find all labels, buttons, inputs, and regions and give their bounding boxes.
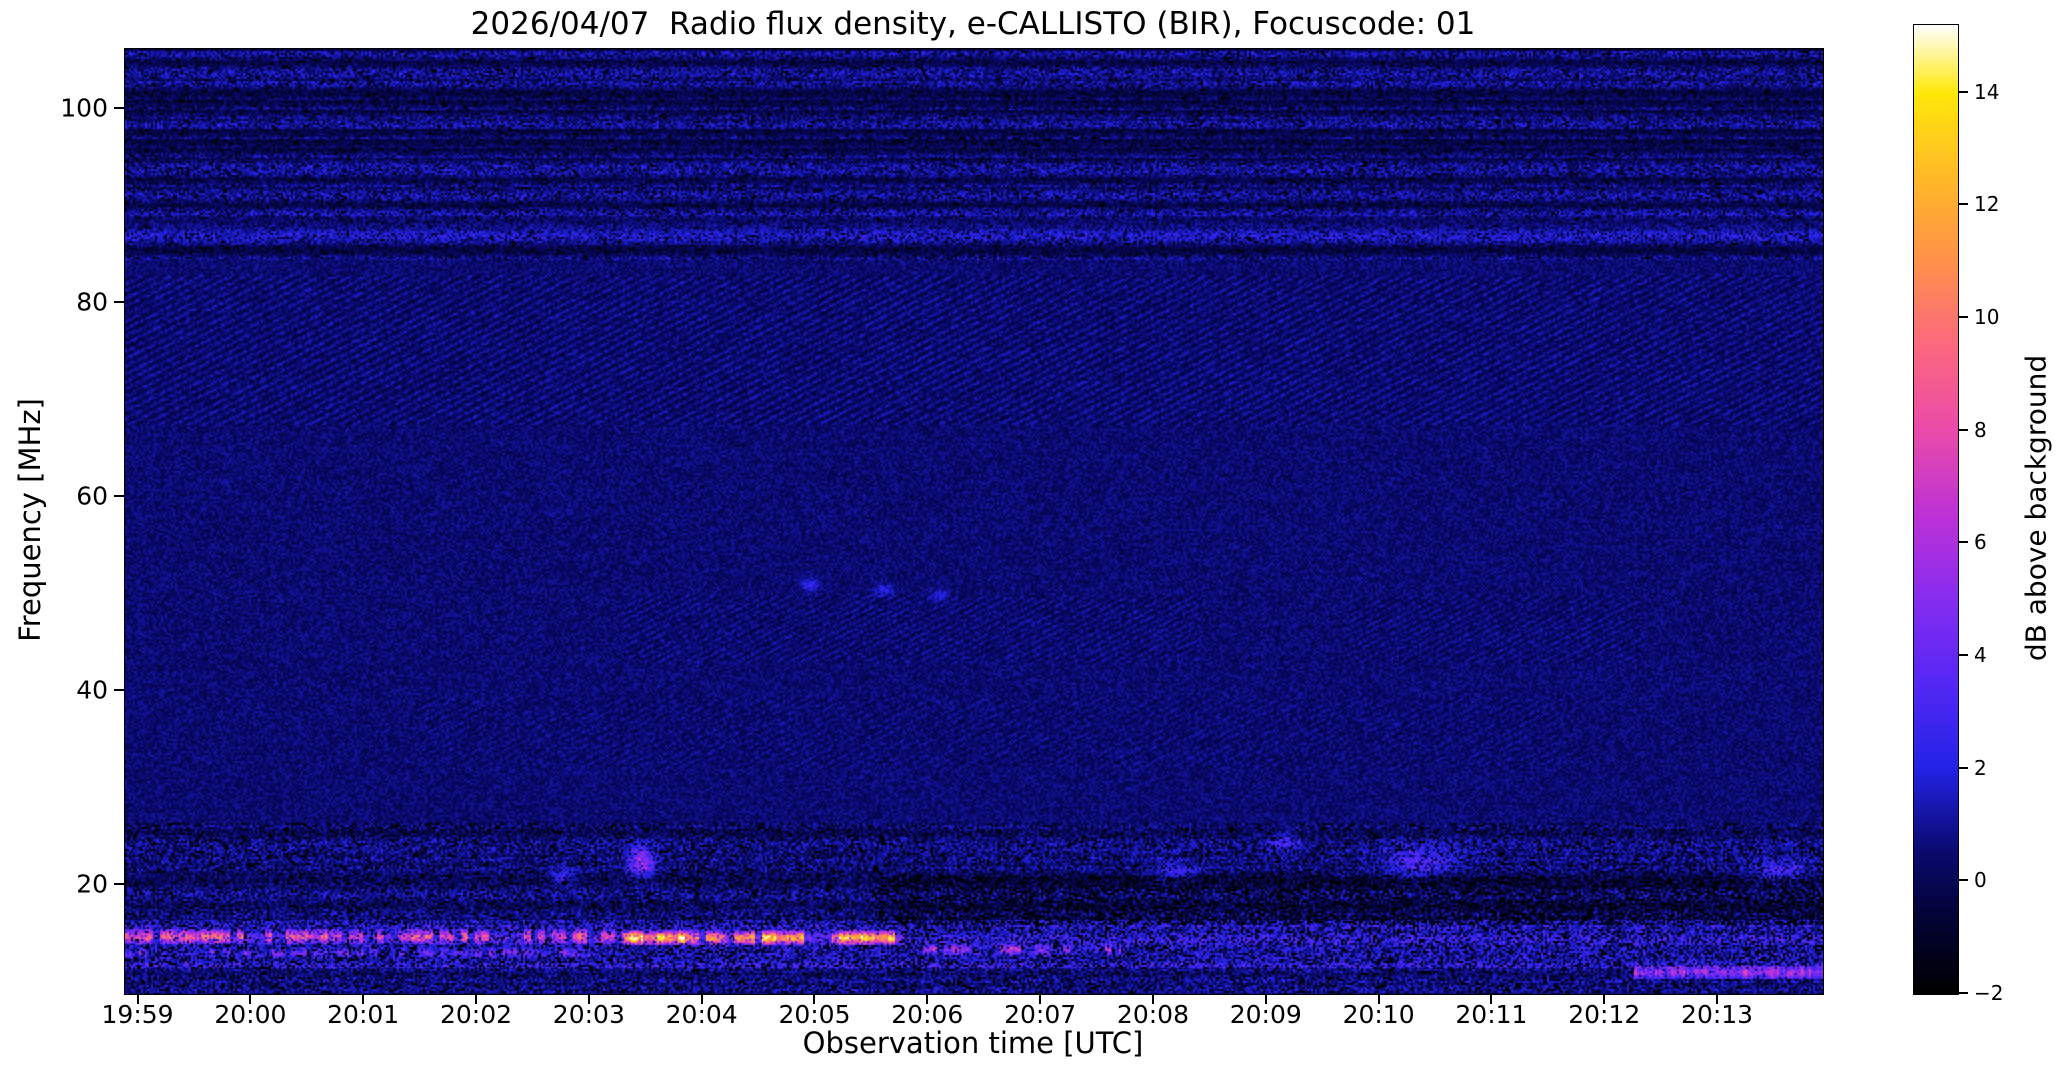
spectrogram-heatmap xyxy=(125,49,1823,994)
y-tick-label: 20 xyxy=(76,869,108,899)
x-tick-mark xyxy=(926,994,929,1004)
x-tick-label: 20:02 xyxy=(439,1000,513,1029)
colorbar-tick-label: 10 xyxy=(1974,304,2000,329)
y-tick-label: 80 xyxy=(76,287,108,317)
y-tick-mark xyxy=(114,495,124,498)
x-tick-mark xyxy=(249,994,252,1004)
x-axis-label: Observation time [UTC] xyxy=(802,1026,1144,1060)
y-tick-label: 60 xyxy=(76,481,108,511)
colorbar-tick-mark xyxy=(1959,766,1968,769)
x-tick-label: 20:08 xyxy=(1116,1000,1189,1029)
y-tick-label: 40 xyxy=(76,675,108,705)
colorbar-tick-label: 4 xyxy=(1974,642,1987,667)
x-tick-label: 20:12 xyxy=(1568,1000,1641,1029)
colorbar-tick-label: 0 xyxy=(1974,868,1987,893)
x-tick-label: 20:05 xyxy=(778,1000,851,1029)
x-tick-mark xyxy=(1151,994,1154,1004)
y-tick-mark xyxy=(114,301,124,304)
x-tick-label: 20:13 xyxy=(1681,1000,1754,1029)
x-tick-label: 20:01 xyxy=(327,1000,400,1029)
y-tick-mark xyxy=(114,689,124,692)
x-tick-label: 20:11 xyxy=(1455,1000,1528,1029)
chart-title: 2026/04/07 Radio flux density, e-CALLIST… xyxy=(470,6,1476,42)
x-tick-label: 20:06 xyxy=(891,1000,964,1029)
colorbar-label: dB above background xyxy=(2019,354,2053,662)
x-tick-label: 20:04 xyxy=(665,1000,738,1029)
colorbar-tick-label: 2 xyxy=(1974,755,1987,780)
colorbar-tick-label: 14 xyxy=(1974,79,2000,104)
y-tick-label: 100 xyxy=(60,93,108,123)
x-tick-mark xyxy=(1490,994,1493,1004)
x-tick-label: 20:09 xyxy=(1229,1000,1302,1029)
y-axis-label: Frequency [MHz] xyxy=(13,398,47,642)
colorbar-tick-label: 12 xyxy=(1974,192,2000,217)
x-tick-mark xyxy=(1716,994,1719,1004)
y-tick-mark xyxy=(114,883,124,886)
x-tick-mark xyxy=(587,994,590,1004)
x-tick-mark xyxy=(362,994,365,1004)
x-tick-mark xyxy=(1264,994,1267,1004)
colorbar-tick-label: 8 xyxy=(1974,417,1987,442)
x-tick-label: 20:10 xyxy=(1342,1000,1415,1029)
x-tick-mark xyxy=(1603,994,1606,1004)
colorbar-tick-mark xyxy=(1959,428,1968,431)
x-tick-mark xyxy=(813,994,816,1004)
colorbar-tick-mark xyxy=(1959,992,1968,994)
colorbar-tick-mark xyxy=(1959,315,1968,318)
x-tick-mark xyxy=(136,994,139,1004)
x-tick-label: 20:03 xyxy=(552,1000,625,1029)
colorbar-tick-mark xyxy=(1959,653,1968,656)
plot-area xyxy=(124,48,1824,995)
colorbar-tick-mark xyxy=(1959,203,1968,206)
colorbar-gradient xyxy=(1914,25,1958,994)
y-tick-mark xyxy=(114,107,124,110)
x-tick-mark xyxy=(475,994,477,1004)
colorbar xyxy=(1913,24,1959,995)
x-tick-mark xyxy=(700,994,703,1004)
x-tick-mark xyxy=(1377,994,1380,1004)
x-tick-label: 20:07 xyxy=(1004,1000,1077,1029)
colorbar-tick-mark xyxy=(1959,879,1968,882)
x-tick-label: 20:00 xyxy=(214,1000,287,1029)
colorbar-tick-mark xyxy=(1959,541,1968,544)
colorbar-tick-label: −2 xyxy=(1974,981,2004,1005)
x-tick-mark xyxy=(1039,994,1042,1004)
x-tick-label: 19:59 xyxy=(101,1000,174,1029)
colorbar-tick-label: 6 xyxy=(1974,530,1987,555)
colorbar-tick-mark xyxy=(1959,90,1968,93)
